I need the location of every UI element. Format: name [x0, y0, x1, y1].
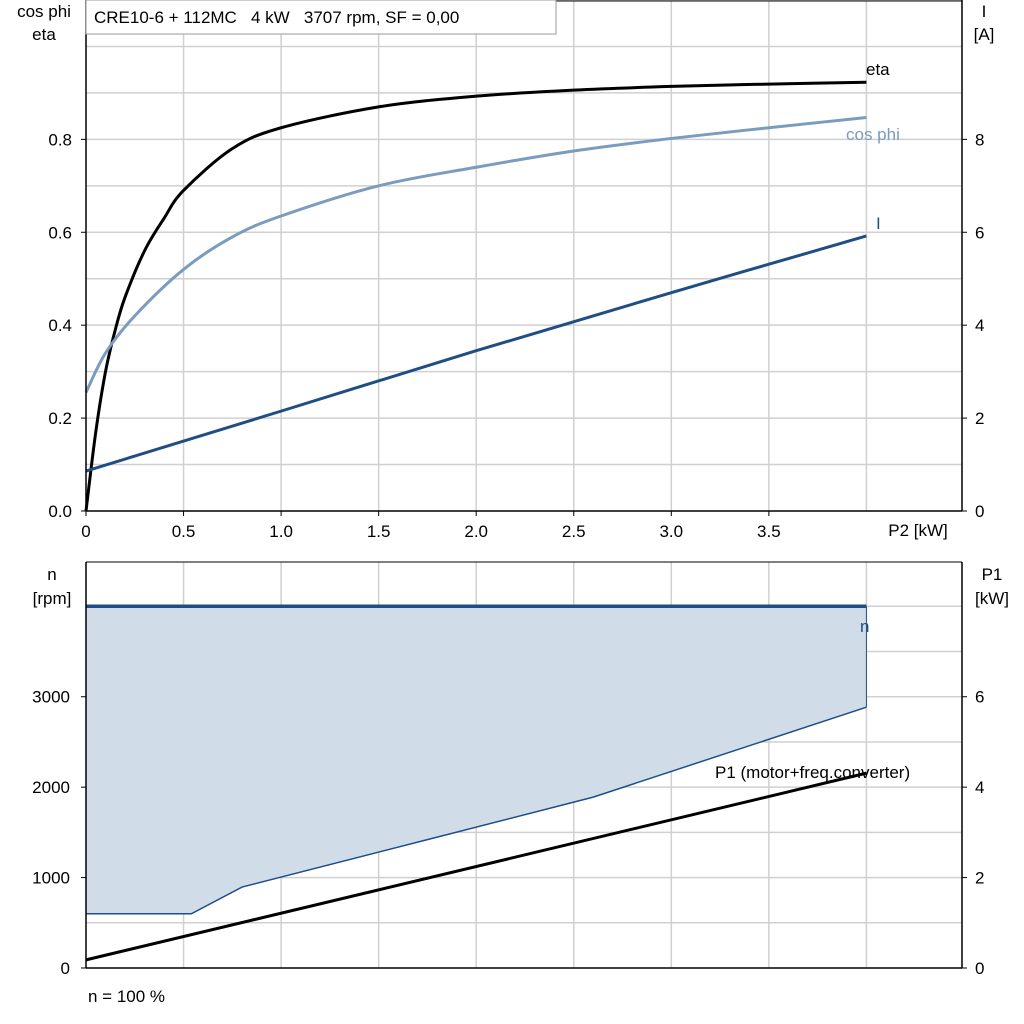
- y-left-label-1: cos phi: [17, 2, 71, 21]
- n-axis-label-2: [rpm]: [33, 589, 72, 608]
- n-tick-label: 3000: [32, 688, 70, 707]
- y-right-tick-label: 6: [975, 223, 984, 242]
- current-series-label: I: [876, 214, 881, 233]
- x-tick-label: 3.5: [757, 522, 781, 541]
- y-left-tick-label: 0.8: [48, 130, 72, 149]
- speed-lower-limit-line: [86, 706, 867, 915]
- n-tick-label: 1000: [32, 869, 70, 888]
- y-right-tick-label: 4: [975, 316, 984, 335]
- cosphi-series-label: cos phi: [846, 125, 900, 144]
- series-line-cos-phi: [84, 116, 867, 394]
- x-tick-label: 0: [81, 522, 90, 541]
- y-right-label-1: I: [982, 2, 987, 21]
- title-box: [85, 0, 557, 35]
- p1-axis-label-2: [kW]: [975, 589, 1009, 608]
- n-tick-label: 0: [61, 959, 70, 978]
- y-left-tick-label: 0.6: [48, 223, 72, 242]
- speed-range-area: [86, 606, 867, 914]
- y-left-tick-label: 0.2: [48, 409, 72, 428]
- p1-axis-label-1: P1: [982, 565, 1003, 584]
- speed-series-label: n: [860, 617, 869, 636]
- top-grid: [86, 0, 962, 511]
- y-left-tick-label: 0.0: [48, 502, 72, 521]
- y-left-tick-label: 0.4: [48, 316, 72, 335]
- x-tick-label: 1.5: [367, 522, 391, 541]
- x-tick-label: 0.5: [172, 522, 196, 541]
- eta-series-label: eta: [866, 60, 890, 79]
- chart-title: CRE10-6 + 112MC 4 kW 3707 rpm, SF = 0,00: [94, 8, 459, 27]
- top-series: [84, 80, 867, 512]
- y-right-label-2: [A]: [974, 25, 995, 44]
- series-line-I: [85, 234, 867, 473]
- bottom-series: [85, 604, 867, 962]
- y-right-tick-label: 8: [975, 130, 984, 149]
- x-tick-label: 3.0: [659, 522, 683, 541]
- y-left-label-2: eta: [32, 25, 56, 44]
- n-axis-label-1: n: [47, 565, 56, 584]
- p1-tick-label: 2: [975, 869, 984, 888]
- p1-series-label: P1 (motor+freq.converter): [715, 763, 910, 782]
- x-tick-label: 2.0: [464, 522, 488, 541]
- n-tick-label: 2000: [32, 778, 70, 797]
- x-tick-label: 1.0: [269, 522, 293, 541]
- p1-tick-label: 6: [975, 688, 984, 707]
- speed-footnote: n = 100 %: [88, 987, 165, 1006]
- x-tick-label: 2.5: [562, 522, 586, 541]
- x-axis-label: P2 [kW]: [888, 521, 948, 540]
- p1-tick-label: 0: [975, 959, 984, 978]
- p1-tick-label: 4: [975, 778, 984, 797]
- series-line-p1: [85, 771, 867, 962]
- y-right-tick-label: 0: [975, 502, 984, 521]
- y-right-tick-label: 2: [975, 409, 984, 428]
